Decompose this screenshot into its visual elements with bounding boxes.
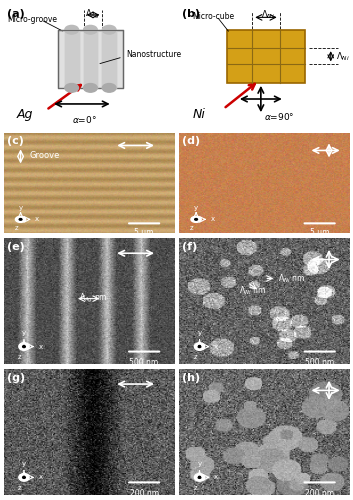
Text: x: x <box>211 216 215 222</box>
Text: (d): (d) <box>183 136 201 146</box>
Circle shape <box>191 216 201 222</box>
Text: $\Lambda_{Ni}$: $\Lambda_{Ni}$ <box>261 8 275 21</box>
Ellipse shape <box>102 84 116 92</box>
Circle shape <box>23 476 25 478</box>
Text: 200 nm: 200 nm <box>130 488 159 498</box>
Circle shape <box>195 342 205 350</box>
Bar <box>84 30 97 88</box>
Text: Ni: Ni <box>193 108 205 122</box>
Text: y: y <box>197 460 202 466</box>
Text: x: x <box>38 474 43 480</box>
Text: y: y <box>194 205 198 211</box>
Text: Ag: Ag <box>17 108 34 122</box>
Circle shape <box>19 474 29 481</box>
Text: 500 nm: 500 nm <box>305 358 334 367</box>
Ellipse shape <box>84 26 97 34</box>
Circle shape <box>19 218 22 220</box>
Text: 200 nm: 200 nm <box>305 488 334 498</box>
Text: z: z <box>18 485 22 491</box>
Circle shape <box>198 346 201 348</box>
Circle shape <box>23 346 25 348</box>
FancyBboxPatch shape <box>227 30 305 83</box>
Text: y: y <box>22 460 26 466</box>
Text: (h): (h) <box>183 372 201 382</box>
Text: z: z <box>14 226 18 232</box>
Text: x: x <box>214 344 218 349</box>
Text: y: y <box>197 330 202 336</box>
Text: Groove: Groove <box>29 151 59 160</box>
Text: Micro-groove: Micro-groove <box>7 16 57 24</box>
Text: (c): (c) <box>7 136 24 146</box>
Circle shape <box>198 476 201 478</box>
Circle shape <box>16 216 26 222</box>
Text: $\Lambda_{Ni}$ nm: $\Lambda_{Ni}$ nm <box>278 272 305 284</box>
Circle shape <box>195 218 198 220</box>
Circle shape <box>195 474 205 481</box>
Text: (f): (f) <box>183 242 198 252</box>
Ellipse shape <box>65 84 78 92</box>
Text: x: x <box>214 474 218 480</box>
Text: $\alpha$=90°: $\alpha$=90° <box>264 112 295 122</box>
Text: $\Lambda_{Ag}$: $\Lambda_{Ag}$ <box>85 8 101 20</box>
FancyBboxPatch shape <box>58 30 123 88</box>
Text: x: x <box>38 344 43 349</box>
Text: y: y <box>22 330 26 336</box>
Text: z: z <box>18 354 22 360</box>
Text: z: z <box>193 485 197 491</box>
Ellipse shape <box>84 84 97 92</box>
Text: Micro-cube: Micro-cube <box>193 12 235 20</box>
Text: y: y <box>18 205 23 211</box>
Circle shape <box>19 342 29 350</box>
Text: 500 nm: 500 nm <box>130 358 159 367</box>
Text: (e): (e) <box>7 242 25 252</box>
Ellipse shape <box>102 26 116 34</box>
Text: $\Lambda_{Ni}$: $\Lambda_{Ni}$ <box>336 50 350 62</box>
Text: Nanostructure: Nanostructure <box>126 50 181 59</box>
Bar <box>102 30 116 88</box>
Ellipse shape <box>65 26 78 34</box>
Text: $\alpha$=0°: $\alpha$=0° <box>72 114 96 125</box>
Bar <box>65 30 78 88</box>
Text: (a): (a) <box>7 8 25 18</box>
Text: z: z <box>190 226 194 232</box>
Text: 5 μm: 5 μm <box>310 228 329 237</box>
Text: (b): (b) <box>183 8 201 18</box>
Text: 5 μm: 5 μm <box>134 228 154 237</box>
Text: z: z <box>193 354 197 360</box>
Text: (g): (g) <box>7 372 25 382</box>
Text: $\Lambda_{Ag}$ nm: $\Lambda_{Ag}$ nm <box>78 292 107 305</box>
Text: $\Lambda_{Ni}$ nm: $\Lambda_{Ni}$ nm <box>239 285 266 298</box>
Text: x: x <box>35 216 39 222</box>
